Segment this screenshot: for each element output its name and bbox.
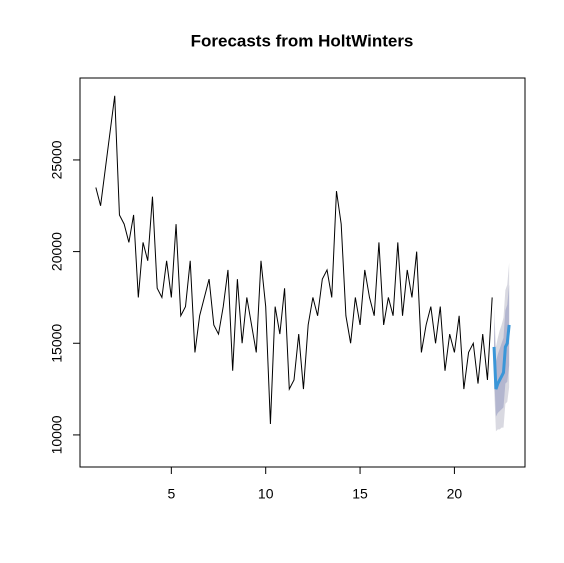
y-tick-label: 20000 [49, 232, 65, 271]
x-tick-label: 5 [167, 486, 175, 502]
plot-frame [79, 77, 526, 468]
x-tick-label: 20 [447, 486, 463, 502]
x-tick-label: 15 [352, 486, 368, 502]
y-tick-label: 25000 [49, 140, 65, 179]
y-tick-label: 15000 [49, 324, 65, 363]
history-line [95, 95, 493, 424]
x-tick-label: 10 [258, 486, 274, 502]
chart-title: Forecasts from HoltWinters [191, 31, 414, 50]
y-tick-label: 10000 [49, 415, 65, 454]
forecast-line [492, 324, 511, 390]
